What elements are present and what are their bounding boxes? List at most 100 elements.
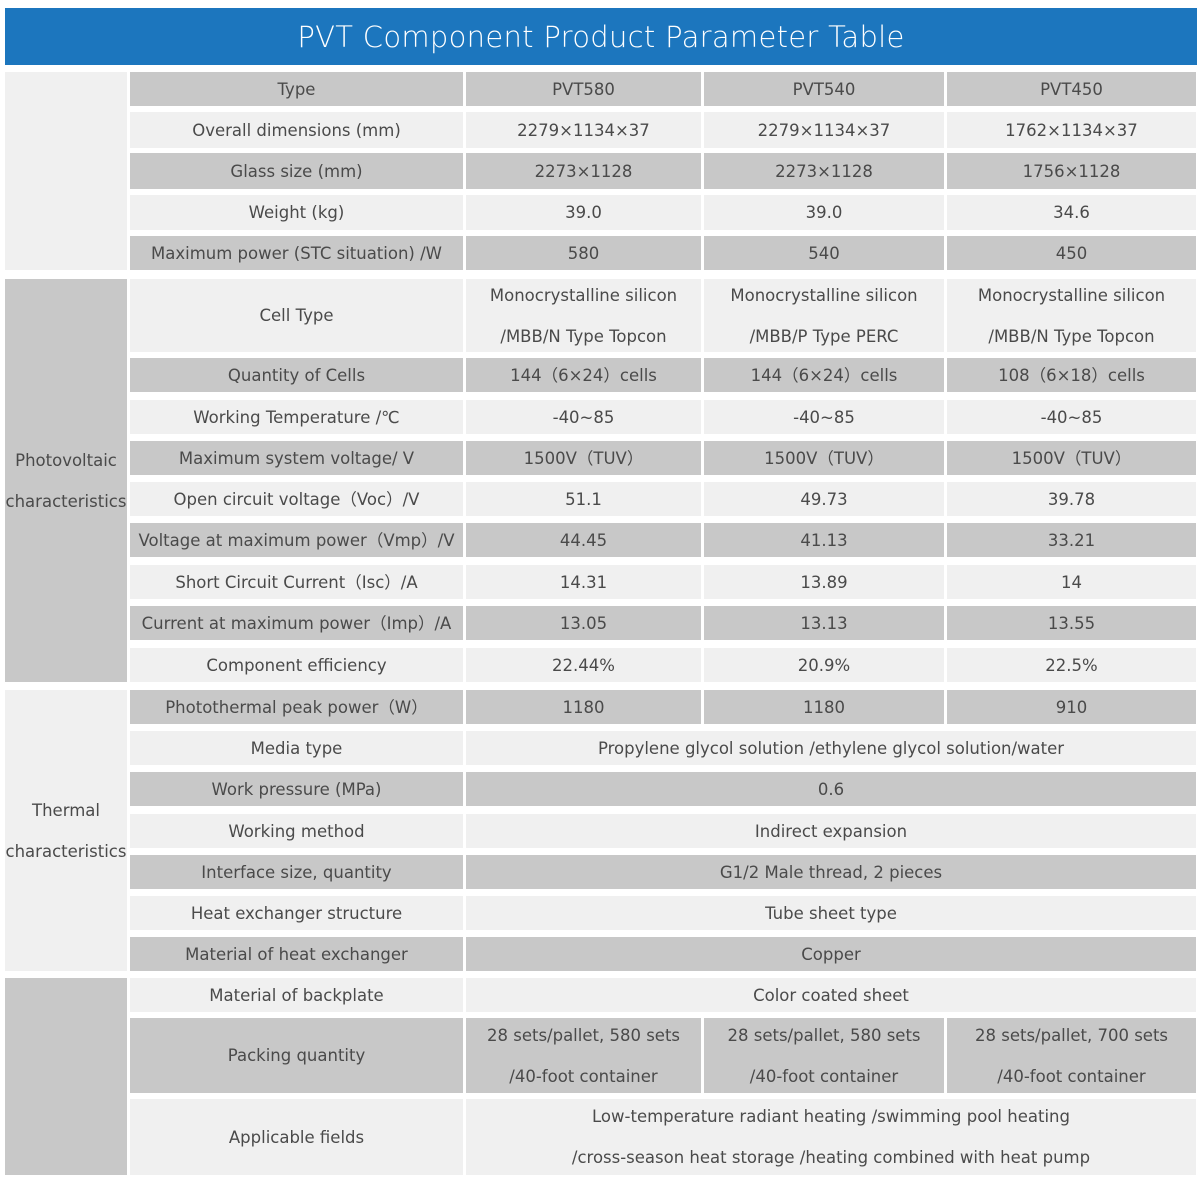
value-cell: 1500V（TUV） — [466, 441, 701, 475]
value-cell-merged: Copper — [466, 937, 1196, 971]
value-cell: 144（6×24）cells — [466, 358, 701, 392]
value-cell: 580 — [466, 236, 701, 270]
cell-text: characteristics — [5, 491, 127, 511]
value-cell: 49.73 — [704, 482, 944, 516]
value-cell: 108（6×18）cells — [947, 358, 1196, 392]
cell-text: Copper — [801, 944, 861, 964]
cell-text: 580 — [567, 243, 600, 263]
cell-text: Thermal — [32, 800, 100, 820]
cell-text: Maximum system voltage/ V — [178, 448, 415, 468]
cell-text: 28 sets/pallet, 580 sets — [486, 1025, 681, 1045]
cell-text: 1762×1134×37 — [1005, 120, 1138, 140]
cell-text: 51.1 — [565, 489, 602, 509]
cell-text: Open circuit voltage（Voc）/V — [173, 489, 420, 509]
value-cell: -40~85 — [704, 400, 944, 434]
row-label: Current at maximum power（Imp）/A — [130, 606, 463, 640]
row-label: Working Temperature /℃ — [130, 400, 463, 434]
value-cell: Monocrystalline silicon/MBB/N Type Topco… — [947, 279, 1196, 352]
value-cell: 14 — [947, 565, 1196, 599]
value-cell: 13.13 — [704, 606, 944, 640]
value-cell: 34.6 — [947, 195, 1196, 230]
value-cell: -40~85 — [947, 400, 1196, 434]
cell-text: Maximum power (STC situation) /W — [151, 243, 442, 263]
row-label: Photothermal peak power（W） — [130, 690, 463, 724]
value-cell: PVT540 — [704, 72, 944, 106]
cell-text: Photothermal peak power（W） — [165, 697, 428, 717]
value-cell: 2273×1128 — [704, 153, 944, 189]
cell-text: -40~85 — [1040, 407, 1103, 427]
cell-text: Short Circuit Current（Isc）/A — [175, 572, 418, 592]
page-title: PVT Component Product Parameter Table — [5, 8, 1197, 65]
value-cell: 13.05 — [466, 606, 701, 640]
group-label — [5, 978, 127, 1175]
row-label: Open circuit voltage（Voc）/V — [130, 482, 463, 516]
row-label: Weight (kg) — [130, 195, 463, 230]
cell-text: 13.05 — [559, 613, 608, 633]
value-cell-merged: Low-temperature radiant heating /swimmin… — [466, 1099, 1196, 1175]
value-cell: 33.21 — [947, 523, 1196, 557]
row-label: Short Circuit Current（Isc）/A — [130, 565, 463, 599]
cell-text: 2273×1128 — [534, 161, 633, 181]
cell-text: 28 sets/pallet, 580 sets — [727, 1025, 921, 1045]
value-cell: 1762×1134×37 — [947, 112, 1196, 148]
value-cell: 540 — [704, 236, 944, 270]
cell-text: 0.6 — [817, 779, 845, 799]
cell-text: 13.55 — [1047, 613, 1096, 633]
cell-text: Monocrystalline silicon — [489, 285, 678, 305]
cell-text: Quantity of Cells — [227, 365, 366, 385]
value-cell: 28 sets/pallet, 700 sets/40-foot contain… — [947, 1018, 1196, 1093]
cell-text: Working method — [228, 821, 365, 841]
cell-text: 2273×1128 — [775, 161, 873, 181]
cell-text: 144（6×24）cells — [510, 365, 657, 385]
row-label: Work pressure (MPa) — [130, 772, 463, 806]
cell-text: /40-foot container — [997, 1066, 1146, 1086]
row-label: Interface size, quantity — [130, 855, 463, 889]
row-label: Applicable fields — [130, 1099, 463, 1175]
cell-text: Weight (kg) — [248, 203, 345, 222]
cell-text: 41.13 — [800, 530, 848, 550]
cell-text: 33.21 — [1047, 530, 1096, 550]
value-cell: 39.0 — [704, 195, 944, 230]
group-label: Photovoltaic characteristics — [5, 279, 127, 682]
row-label: Overall dimensions (mm) — [130, 112, 463, 148]
cell-text: PVT450 — [1040, 79, 1103, 99]
row-label: Cell Type — [130, 279, 463, 352]
cell-text: 540 — [808, 243, 840, 263]
value-cell: 13.55 — [947, 606, 1196, 640]
value-cell: 2279×1134×37 — [704, 112, 944, 148]
value-cell: 41.13 — [704, 523, 944, 557]
cell-text: /MBB/N Type Topcon — [988, 326, 1155, 346]
cell-text: PVT580 — [552, 79, 615, 99]
value-cell: 28 sets/pallet, 580 sets/40-foot contain… — [704, 1018, 944, 1093]
value-cell: 2273×1128 — [466, 153, 701, 189]
cell-text: 39.0 — [565, 203, 602, 222]
cell-text: Media type — [250, 738, 343, 758]
cell-text: 1180 — [562, 697, 605, 717]
cell-text: Interface size, quantity — [201, 862, 392, 882]
cell-text: Packing quantity — [227, 1046, 366, 1065]
value-cell: 1756×1128 — [947, 153, 1196, 189]
value-cell: PVT580 — [466, 72, 701, 106]
row-label: Material of heat exchanger — [130, 937, 463, 971]
cell-text: 49.73 — [800, 489, 848, 509]
row-label: Material of backplate — [130, 978, 463, 1012]
cell-text: 39.0 — [805, 203, 843, 222]
row-label: Media type — [130, 731, 463, 765]
cell-text: 2279×1134×37 — [517, 120, 650, 140]
cell-text: characteristics — [5, 841, 127, 861]
cell-text: 13.13 — [800, 613, 848, 633]
value-cell-merged: G1/2 Male thread, 2 pieces — [466, 855, 1196, 889]
cell-text: 20.9% — [797, 655, 851, 675]
row-label: Heat exchanger structure — [130, 896, 463, 930]
cell-text: Type — [277, 79, 316, 99]
cell-text: 450 — [1055, 243, 1088, 263]
cell-text: 22.5% — [1045, 655, 1098, 675]
cell-text: Work pressure (MPa) — [211, 779, 382, 799]
cell-text: /40-foot container — [749, 1066, 899, 1086]
cell-text: /cross-season heat storage /heating comb… — [571, 1148, 1091, 1167]
cell-text: 1180 — [803, 697, 845, 717]
value-cell: 144（6×24）cells — [704, 358, 944, 392]
cell-text: Working Temperature /℃ — [193, 407, 400, 427]
value-cell-merged: 0.6 — [466, 772, 1196, 806]
row-label: Packing quantity — [130, 1018, 463, 1093]
